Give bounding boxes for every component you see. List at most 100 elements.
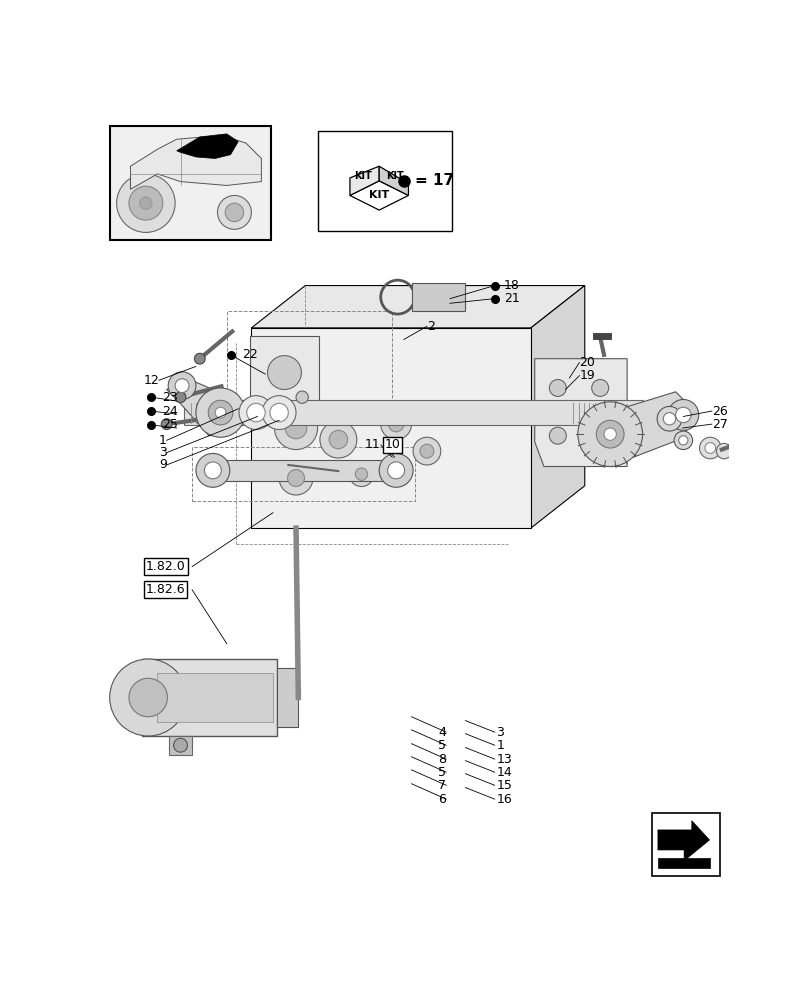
Text: KIT: KIT xyxy=(354,171,371,181)
Polygon shape xyxy=(250,336,319,409)
Circle shape xyxy=(161,419,172,430)
Circle shape xyxy=(174,738,187,752)
Circle shape xyxy=(355,468,367,480)
Circle shape xyxy=(194,353,205,364)
Text: 22: 22 xyxy=(242,348,258,361)
Text: 25: 25 xyxy=(162,418,178,431)
Text: 19: 19 xyxy=(579,369,594,382)
Polygon shape xyxy=(251,328,530,528)
Circle shape xyxy=(267,356,301,389)
Text: 6: 6 xyxy=(438,793,445,806)
Bar xyxy=(317,131,452,231)
Text: 27: 27 xyxy=(711,418,727,431)
Text: 1: 1 xyxy=(159,434,166,447)
Bar xyxy=(109,126,271,240)
Circle shape xyxy=(238,396,272,430)
Circle shape xyxy=(413,437,440,465)
Circle shape xyxy=(387,462,404,479)
Circle shape xyxy=(117,174,175,232)
Circle shape xyxy=(204,462,221,479)
Circle shape xyxy=(379,453,413,487)
Text: 14: 14 xyxy=(496,766,512,779)
Text: 1.82.6: 1.82.6 xyxy=(146,583,185,596)
Text: 10: 10 xyxy=(384,438,400,451)
Circle shape xyxy=(698,437,720,459)
Polygon shape xyxy=(251,286,584,328)
Bar xyxy=(651,813,719,876)
Circle shape xyxy=(279,461,312,495)
Circle shape xyxy=(388,416,403,432)
Polygon shape xyxy=(184,400,642,425)
Circle shape xyxy=(287,470,304,487)
Polygon shape xyxy=(166,378,228,436)
Circle shape xyxy=(208,400,233,425)
Text: 18: 18 xyxy=(504,279,519,292)
Text: 3: 3 xyxy=(496,726,504,739)
Circle shape xyxy=(225,203,243,222)
Circle shape xyxy=(328,430,347,449)
Text: = 17: = 17 xyxy=(414,173,453,188)
Circle shape xyxy=(175,392,186,403)
Circle shape xyxy=(217,195,251,229)
Text: 4: 4 xyxy=(438,726,445,739)
Polygon shape xyxy=(657,821,709,861)
Circle shape xyxy=(678,436,687,445)
Polygon shape xyxy=(534,359,626,466)
Circle shape xyxy=(109,659,187,736)
Text: 13: 13 xyxy=(496,753,512,766)
Polygon shape xyxy=(350,166,379,195)
Circle shape xyxy=(704,443,714,453)
Circle shape xyxy=(129,678,167,717)
Polygon shape xyxy=(142,659,277,736)
Text: 7: 7 xyxy=(438,779,445,792)
Polygon shape xyxy=(157,673,272,722)
Circle shape xyxy=(274,406,317,450)
Circle shape xyxy=(591,427,608,444)
Circle shape xyxy=(675,407,690,423)
Circle shape xyxy=(349,462,373,487)
Circle shape xyxy=(195,453,230,487)
Text: 20: 20 xyxy=(579,356,594,369)
Bar xyxy=(192,447,415,501)
Text: 5: 5 xyxy=(438,739,445,752)
Circle shape xyxy=(139,197,152,209)
Text: 23: 23 xyxy=(162,391,178,404)
Polygon shape xyxy=(411,283,465,311)
Text: 21: 21 xyxy=(504,292,519,305)
Circle shape xyxy=(175,379,189,393)
Circle shape xyxy=(129,186,163,220)
Text: 8: 8 xyxy=(438,753,445,766)
Circle shape xyxy=(667,400,698,430)
Circle shape xyxy=(656,406,681,431)
Circle shape xyxy=(591,379,608,396)
Text: 9: 9 xyxy=(159,458,166,471)
Polygon shape xyxy=(530,286,584,528)
Polygon shape xyxy=(131,137,261,189)
Circle shape xyxy=(215,407,225,418)
Polygon shape xyxy=(207,460,401,481)
Circle shape xyxy=(296,391,308,403)
Circle shape xyxy=(285,417,307,439)
Circle shape xyxy=(549,427,565,444)
Circle shape xyxy=(673,431,692,450)
Text: 11: 11 xyxy=(364,438,380,451)
Text: 5: 5 xyxy=(438,766,445,779)
Circle shape xyxy=(380,409,411,440)
Text: KIT: KIT xyxy=(386,171,404,181)
Circle shape xyxy=(247,403,265,422)
Text: 16: 16 xyxy=(496,793,512,806)
Text: 24: 24 xyxy=(162,405,178,418)
Text: 1: 1 xyxy=(496,739,504,752)
Circle shape xyxy=(595,420,624,448)
Bar xyxy=(226,311,392,403)
Circle shape xyxy=(549,379,565,396)
Circle shape xyxy=(715,443,731,459)
Circle shape xyxy=(577,402,642,466)
Circle shape xyxy=(262,396,296,430)
Polygon shape xyxy=(350,181,408,210)
Polygon shape xyxy=(277,668,298,727)
Circle shape xyxy=(195,388,245,437)
Circle shape xyxy=(419,444,433,458)
Circle shape xyxy=(320,421,356,458)
Text: 3: 3 xyxy=(159,446,166,459)
